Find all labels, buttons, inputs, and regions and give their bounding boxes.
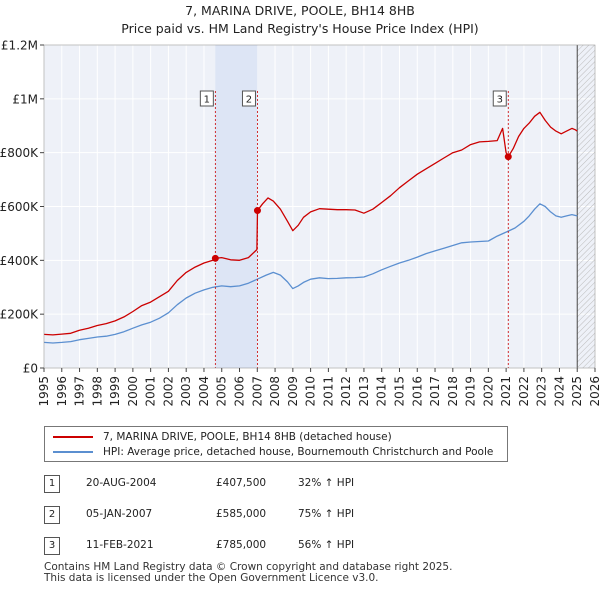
transaction-date: 05-JAN-2007 bbox=[86, 508, 153, 520]
x-tick-label: 2015 bbox=[392, 376, 406, 407]
transaction-price: £407,500 bbox=[216, 477, 267, 489]
y-tick-label: £600K bbox=[0, 200, 39, 214]
footer-copyright: Contains HM Land Registry data © Crown c… bbox=[44, 561, 453, 573]
forecast-hatch bbox=[577, 45, 595, 368]
x-tick-label: 1997 bbox=[73, 376, 87, 407]
marker-box-1 bbox=[199, 90, 214, 107]
transaction-date: 11-FEB-2021 bbox=[86, 539, 154, 551]
legend-swatch-property bbox=[53, 436, 93, 438]
chart-title: 7, MARINA DRIVE, POOLE, BH14 8HB bbox=[185, 3, 415, 18]
y-tick-label: £800K bbox=[0, 146, 39, 160]
transaction-hpi: 56% ↑ HPI bbox=[298, 539, 355, 551]
transaction-row: 2 05-JAN-2007 £585,000 75% ↑ HPI bbox=[0, 506, 600, 524]
y-tick-label: £0 bbox=[23, 362, 38, 376]
transaction-price: £785,000 bbox=[216, 539, 267, 551]
y-tick-label: £200K bbox=[0, 308, 39, 322]
transaction-number: 2 bbox=[44, 506, 60, 524]
x-tick-label: 2017 bbox=[428, 376, 442, 407]
x-tick-label: 2021 bbox=[499, 376, 513, 407]
x-tick-label: 2011 bbox=[321, 376, 335, 407]
x-tick-label: 2022 bbox=[517, 376, 531, 407]
x-tick-label: 2026 bbox=[588, 376, 600, 407]
x-tick-label: 2012 bbox=[339, 376, 353, 407]
marker-label-1: 1 bbox=[204, 95, 210, 106]
marker-box-3 bbox=[492, 90, 507, 107]
marker-label-2: 2 bbox=[246, 95, 252, 106]
x-tick-label: 2008 bbox=[268, 376, 282, 407]
sale-point-1 bbox=[211, 254, 219, 262]
x-tick-label: 2001 bbox=[144, 376, 158, 407]
y-tick-label: £1M bbox=[12, 92, 38, 106]
x-tick-label: 2019 bbox=[464, 376, 478, 407]
legend-swatch-hpi bbox=[53, 451, 93, 453]
x-tick-label: 2004 bbox=[197, 376, 211, 407]
x-tick-label: 2013 bbox=[357, 376, 371, 407]
sale-point-2 bbox=[253, 207, 261, 215]
transaction-row: 1 20-AUG-2004 £407,500 32% ↑ HPI bbox=[0, 475, 600, 493]
x-tick-label: 2023 bbox=[535, 376, 549, 407]
x-tick-label: 2000 bbox=[126, 376, 140, 407]
x-tick-label: 2007 bbox=[250, 376, 264, 407]
x-tick-label: 2020 bbox=[481, 376, 495, 407]
y-tick-label: £400K bbox=[0, 254, 39, 268]
legend: 7, MARINA DRIVE, POOLE, BH14 8HB (detach… bbox=[44, 426, 508, 462]
property-price-line bbox=[43, 111, 578, 336]
x-tick-label: 2009 bbox=[286, 376, 300, 407]
transaction-number: 3 bbox=[44, 537, 60, 555]
x-tick-label: 2018 bbox=[446, 376, 460, 407]
x-tick-label: 2016 bbox=[410, 376, 424, 407]
transaction-hpi: 75% ↑ HPI bbox=[298, 508, 355, 520]
x-tick-label: 2014 bbox=[375, 376, 389, 407]
x-tick-label: 2025 bbox=[570, 376, 584, 407]
x-tick-label: 2006 bbox=[233, 376, 247, 407]
marker-label-3: 3 bbox=[497, 95, 503, 106]
x-tick-label: 2024 bbox=[552, 376, 566, 407]
x-tick-label: 2003 bbox=[179, 376, 193, 407]
sale-point-3 bbox=[504, 153, 512, 161]
x-tick-label: 2005 bbox=[215, 376, 229, 407]
marker-box-2 bbox=[241, 90, 256, 107]
x-tick-label: 2002 bbox=[161, 376, 175, 407]
transaction-row: 3 11-FEB-2021 £785,000 56% ↑ HPI bbox=[0, 537, 600, 555]
transaction-price: £585,000 bbox=[216, 508, 267, 520]
transaction-number: 1 bbox=[44, 475, 60, 493]
x-tick-label: 1996 bbox=[55, 376, 69, 407]
legend-label-property: 7, MARINA DRIVE, POOLE, BH14 8HB (detach… bbox=[103, 431, 392, 443]
x-tick-label: 1998 bbox=[90, 376, 104, 407]
hpi-line bbox=[43, 203, 578, 344]
price-chart: 1 2 3 £0 £200K £400K £600K £800K £1M £1.2M 1995 19… bbox=[0, 39, 600, 407]
legend-label-hpi: HPI: Average price, detached house, Bour… bbox=[103, 446, 494, 458]
footer-license: This data is licensed under the Open Gov… bbox=[44, 572, 379, 584]
transaction-hpi: 32% ↑ HPI bbox=[298, 477, 355, 489]
x-tick-label: 1995 bbox=[37, 376, 51, 407]
x-tick-label: 1999 bbox=[108, 376, 122, 407]
chart-subtitle: Price paid vs. HM Land Registry's House … bbox=[121, 21, 479, 36]
x-tick-label: 2010 bbox=[304, 376, 318, 407]
transaction-date: 20-AUG-2004 bbox=[86, 477, 157, 489]
y-tick-label: £1.2M bbox=[1, 39, 38, 53]
